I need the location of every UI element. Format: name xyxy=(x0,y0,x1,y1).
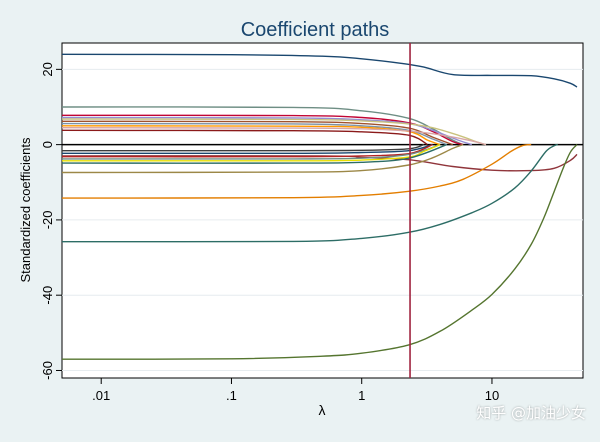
series-line xyxy=(61,143,425,152)
series-line xyxy=(61,144,578,360)
series-line xyxy=(61,125,441,146)
series-line xyxy=(61,143,464,174)
x-tick-label: .01 xyxy=(92,388,110,403)
series-line xyxy=(61,114,464,146)
plot-area xyxy=(61,42,584,379)
series-line xyxy=(61,129,428,146)
series-line xyxy=(61,143,558,243)
series-line xyxy=(61,143,441,160)
series-line xyxy=(61,143,448,164)
y-tick-label: -60 xyxy=(40,361,55,380)
y-tick-label: -40 xyxy=(40,286,55,305)
y-axis-ticks: -60 -40 -20 0 20 xyxy=(40,62,62,380)
x-axis-label: λ xyxy=(319,402,326,418)
series-line xyxy=(61,143,433,155)
y-tick-label: 20 xyxy=(40,62,55,76)
y-tick-label: 0 xyxy=(40,141,55,148)
series-group xyxy=(61,53,578,360)
x-tick-label: .1 xyxy=(226,388,237,403)
chart-title: Coefficient paths xyxy=(241,19,390,41)
y-tick-label: -20 xyxy=(40,211,55,230)
series-line xyxy=(61,143,532,199)
x-tick-label: 1 xyxy=(358,388,365,403)
watermark: 知乎 @加油少女 xyxy=(476,404,586,422)
y-axis-label: Standardized coefficients xyxy=(18,137,33,283)
series-line xyxy=(61,127,487,146)
series-line xyxy=(61,153,578,172)
series-line xyxy=(61,116,473,146)
series-line xyxy=(61,122,448,146)
series-line xyxy=(61,53,578,88)
series-line xyxy=(61,106,464,146)
series-line xyxy=(61,143,433,158)
series-line xyxy=(61,120,454,146)
x-tick-label: 10 xyxy=(485,388,499,403)
x-axis-ticks: .01 .1 1 10 xyxy=(92,378,499,403)
series-line xyxy=(61,143,441,162)
